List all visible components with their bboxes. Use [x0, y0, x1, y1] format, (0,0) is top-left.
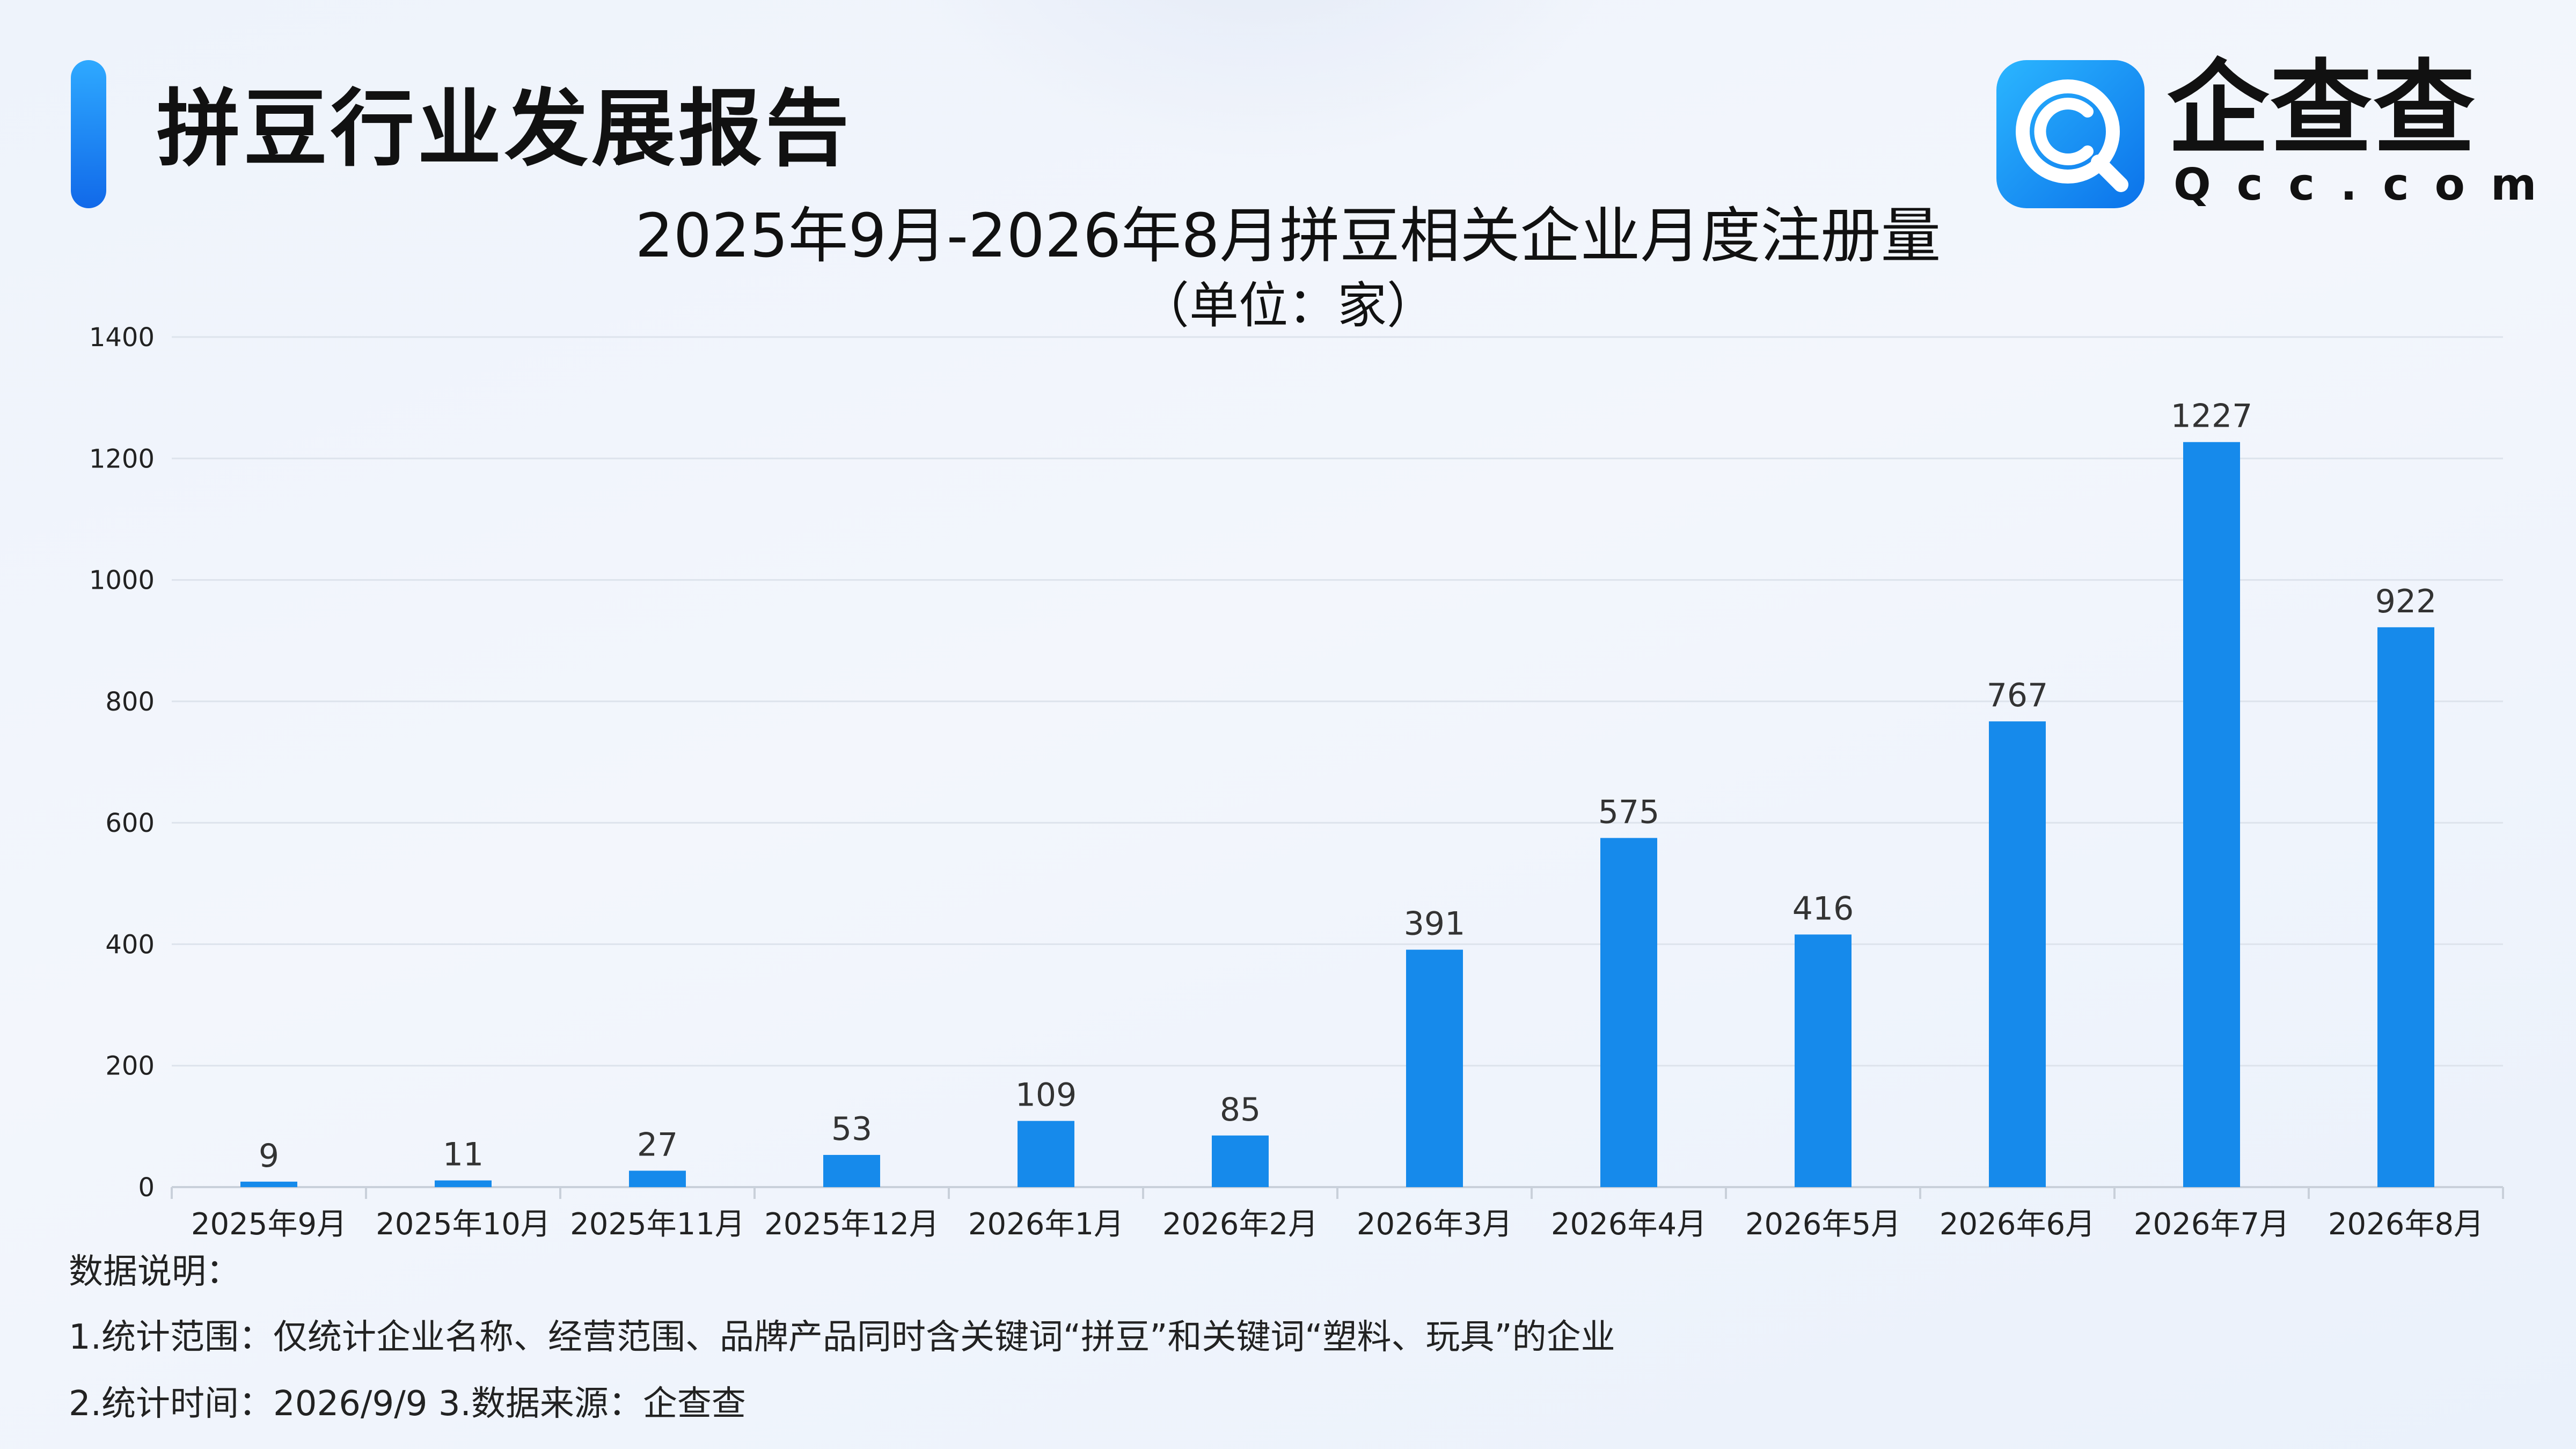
data-label: 1227	[2171, 398, 2253, 435]
x-tick-label: 2026年5月	[1745, 1207, 1901, 1242]
y-tick-label: 600	[105, 808, 155, 838]
x-tick-label: 2026年7月	[2134, 1207, 2289, 1242]
data-label: 416	[1792, 890, 1854, 927]
x-tick-label: 2026年3月	[1357, 1207, 1512, 1242]
bar	[1212, 1135, 1269, 1187]
data-label: 9	[259, 1137, 279, 1175]
bar	[2377, 627, 2434, 1187]
bar	[1989, 721, 2046, 1187]
bar	[1600, 838, 1657, 1187]
data-label: 767	[1987, 677, 2048, 714]
logo-wordmark: 企查查	[2167, 49, 2477, 168]
x-tick-label: 2025年10月	[376, 1207, 551, 1242]
y-tick-label: 400	[105, 930, 155, 960]
x-tick-label: 2026年4月	[1551, 1207, 1707, 1242]
chart-subtitle: （单位：家）	[1139, 277, 1436, 334]
data-label: 922	[2375, 583, 2437, 620]
x-tick-label: 2025年9月	[191, 1207, 347, 1242]
x-tick-label: 2025年11月	[570, 1207, 745, 1242]
x-tick-label: 2026年8月	[2328, 1207, 2484, 1242]
y-tick-label: 1200	[89, 444, 155, 474]
logo-domain: Qcc.com	[2174, 159, 2563, 210]
bar	[435, 1180, 492, 1187]
x-tick-label: 2025年12月	[764, 1207, 939, 1242]
data-label: 391	[1404, 905, 1466, 943]
bar	[823, 1155, 880, 1187]
bar	[1795, 934, 1851, 1187]
data-label: 85	[1220, 1091, 1261, 1129]
x-tick-label: 2026年2月	[1162, 1207, 1318, 1242]
bar	[1406, 949, 1463, 1187]
bar	[2183, 442, 2240, 1188]
notes-heading: 数据说明：	[69, 1252, 240, 1292]
y-tick-label: 0	[138, 1173, 155, 1203]
data-label: 27	[637, 1126, 678, 1163]
report-title: 拼豆行业发展报告	[157, 80, 852, 178]
chart-title: 2025年9月-2026年8月拼豆相关企业月度注册量	[635, 201, 1941, 271]
bar	[1018, 1121, 1074, 1187]
y-tick-label: 1400	[89, 323, 155, 353]
data-label: 11	[443, 1136, 484, 1174]
data-label: 575	[1598, 793, 1660, 831]
bar	[629, 1170, 686, 1187]
bar	[240, 1181, 297, 1187]
title-accent-bar	[71, 60, 106, 208]
y-tick-label: 800	[105, 687, 155, 717]
notes-scope: 1.统计范围：仅统计企业名称、经营范围、品牌产品同时含关键词“拼豆”和关键词“塑…	[69, 1318, 1615, 1357]
x-tick-label: 2026年6月	[1940, 1207, 2095, 1242]
data-label: 53	[831, 1110, 872, 1148]
notes-time-source: 2.统计时间：2026/9/9 3.数据来源：企查查	[69, 1384, 746, 1424]
y-tick-label: 200	[105, 1051, 155, 1081]
y-tick-label: 1000	[89, 566, 155, 596]
qcc-logo-icon	[1996, 60, 2145, 208]
x-tick-label: 2026年1月	[968, 1207, 1124, 1242]
data-label: 109	[1015, 1077, 1077, 1114]
